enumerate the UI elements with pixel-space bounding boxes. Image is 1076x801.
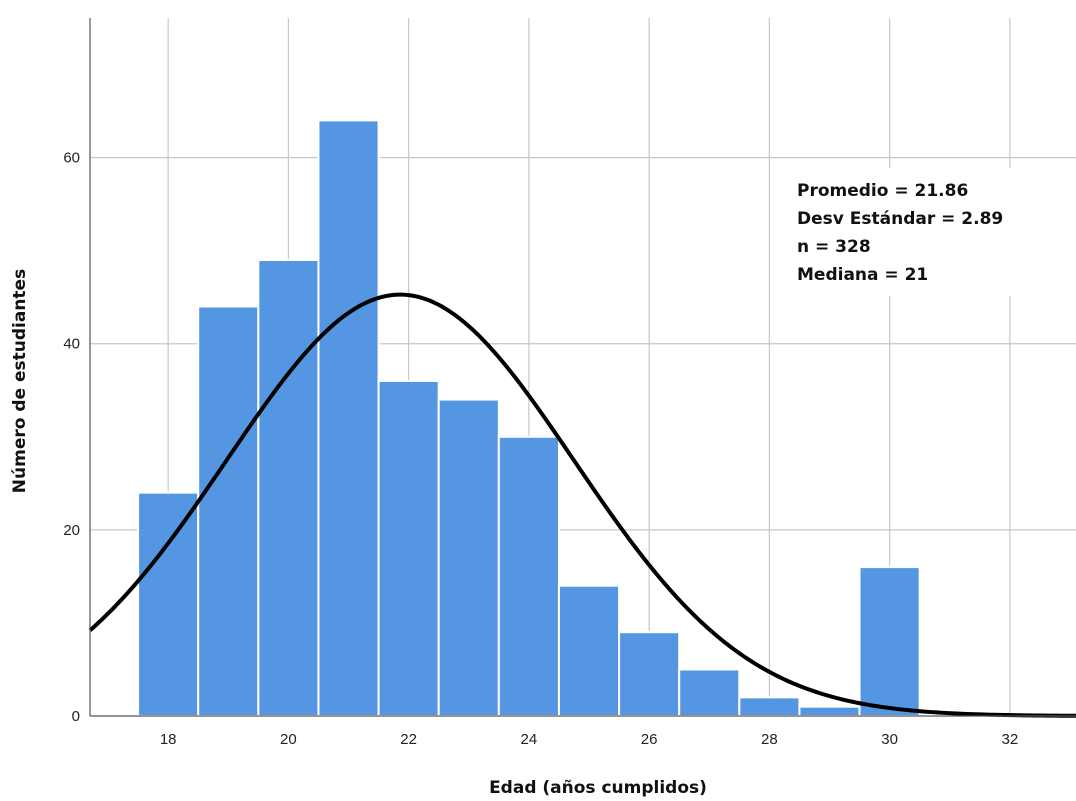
x-tick-label-26: 26 (641, 731, 658, 748)
axes (89, 18, 1076, 717)
histogram-bar-19 (197, 305, 260, 717)
x-tick-label-22: 22 (400, 731, 417, 748)
x-axis-title: Edad (años cumplidos) (489, 778, 707, 798)
y-tick-labels: 0 20 40 60 (63, 150, 80, 725)
statistics-background (786, 168, 1024, 296)
histogram-bar-18 (137, 491, 200, 718)
x-tick-labels: 18 20 22 24 26 28 30 32 (160, 731, 1018, 748)
histogram-bar-23 (437, 398, 500, 717)
histogram-bar-29 (798, 705, 861, 718)
histogram-bar-24 (497, 435, 560, 717)
histogram-bar-21 (317, 119, 380, 717)
y-tick-label-40: 40 (63, 336, 80, 353)
histogram-bar-28 (738, 696, 801, 717)
statistics-box: Promedio = 21.86 Desv Estándar = 2.89 n = … (786, 168, 1024, 296)
x-tick-label-30: 30 (881, 731, 898, 748)
histogram-bar-26 (618, 631, 681, 717)
y-axis-title: Número de estudiantes (10, 269, 30, 493)
histogram-bar-22 (377, 379, 440, 717)
histogram-bar-30 (858, 566, 921, 717)
histogram-bar-20 (257, 258, 320, 717)
grid-lines (90, 18, 1076, 716)
statistics-line-4: Mediana = 21 (797, 265, 928, 285)
y-tick-label-0: 0 (72, 708, 80, 725)
statistics-line-3: n = 328 (797, 237, 871, 257)
histogram-bars (137, 119, 921, 718)
x-tick-label-28: 28 (761, 731, 778, 748)
x-tick-label-32: 32 (1002, 731, 1019, 748)
y-tick-label-60: 60 (63, 150, 80, 167)
x-tick-label-18: 18 (160, 731, 177, 748)
y-tick-label-20: 20 (63, 522, 80, 539)
statistics-line-2: Desv Estándar = 2.89 (797, 209, 1003, 229)
normal-curve-layer (88, 292, 1076, 718)
histogram-bar-25 (557, 584, 621, 717)
x-tick-label-20: 20 (280, 731, 297, 748)
x-tick-label-24: 24 (521, 731, 538, 748)
histogram-bar-27 (678, 668, 741, 718)
statistics-line-1: Promedio = 21.86 (797, 181, 968, 201)
normal-curve (88, 292, 1076, 718)
